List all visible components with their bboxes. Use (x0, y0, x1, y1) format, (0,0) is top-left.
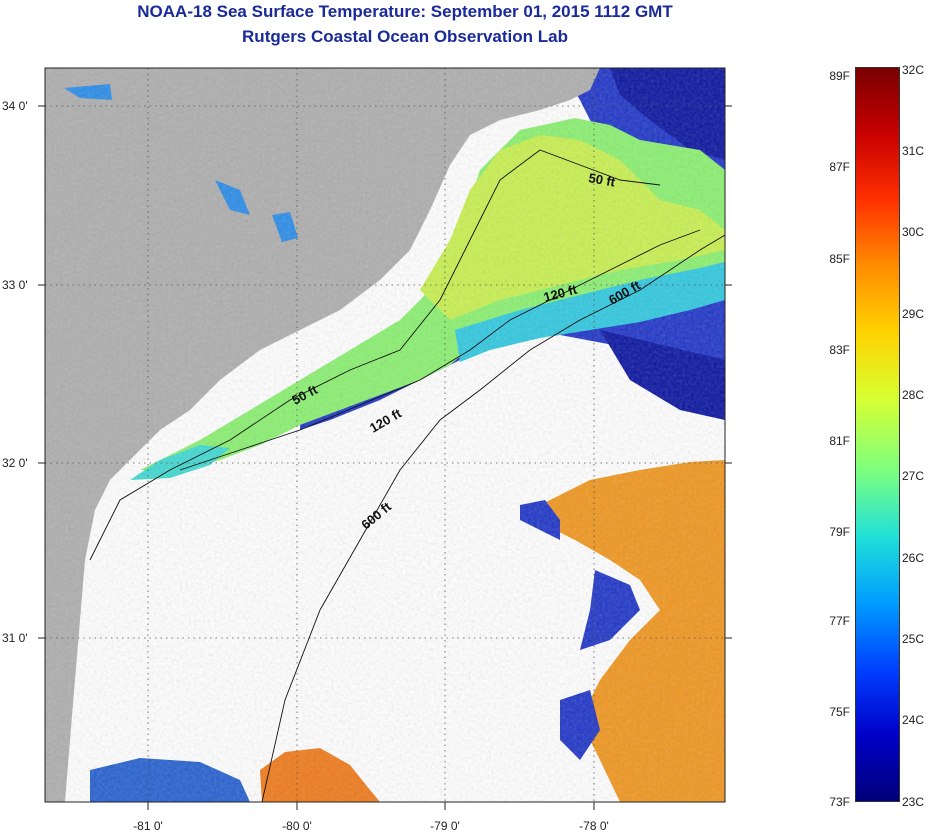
colorbar-f-83: 83F (829, 343, 850, 357)
colorbar-c-27: 27C (902, 469, 925, 483)
lon-label-81: -81 0' (133, 819, 163, 832)
lat-label-33: 33 0' (2, 278, 28, 292)
lon-label-80: -80 0' (282, 819, 312, 832)
colorbar-c-23: 23C (902, 795, 925, 809)
colorbar-c-25: 25C (902, 632, 925, 646)
lat-label-32: 32 0' (2, 456, 28, 470)
colorbar-c-30: 30C (902, 225, 925, 239)
lat-tick-marks (38, 105, 732, 810)
colorbar-gradient (855, 67, 900, 802)
colorbar-c-31: 31C (902, 144, 925, 158)
lat-label-34: 34 0' (2, 99, 28, 113)
contour-label-50ft-north: 50 ft (587, 170, 617, 190)
map-subtitle: Rutgers Coastal Ocean Observation Lab (242, 27, 568, 46)
colorbar-c-29: 29C (902, 307, 925, 321)
colorbar-f-79: 79F (829, 525, 850, 539)
lon-label-78: -78 0' (579, 819, 609, 832)
colorbar-f-81: 81F (829, 434, 850, 448)
colorbar-f-73: 73F (829, 795, 850, 809)
colorbar (855, 67, 900, 802)
colorbar-f-77: 77F (829, 614, 850, 628)
colorbar-f-87: 87F (829, 160, 850, 174)
isobath-50ft (89, 149, 661, 561)
colorbar-f-89: 89F (829, 69, 850, 83)
texture-overlay (45, 68, 725, 802)
colorbar-c-32: 32C (902, 63, 925, 77)
map-title: NOAA-18 Sea Surface Temperature: Septemb… (137, 2, 673, 21)
colorbar-c-26: 26C (902, 551, 925, 565)
graticule (45, 68, 725, 802)
lat-label-31: 31 0' (2, 631, 28, 645)
lon-label-79: -79 0' (430, 819, 460, 832)
colorbar-f-85: 85F (829, 252, 850, 266)
isobath-120ft (179, 229, 701, 471)
colorbar-c-24: 24C (902, 713, 925, 727)
colorbar-c-28: 28C (902, 388, 925, 402)
colorbar-f-75: 75F (829, 705, 850, 719)
isobath-contours (89, 149, 725, 802)
map-frame (44, 67, 726, 803)
isobath-600ft (261, 234, 725, 802)
